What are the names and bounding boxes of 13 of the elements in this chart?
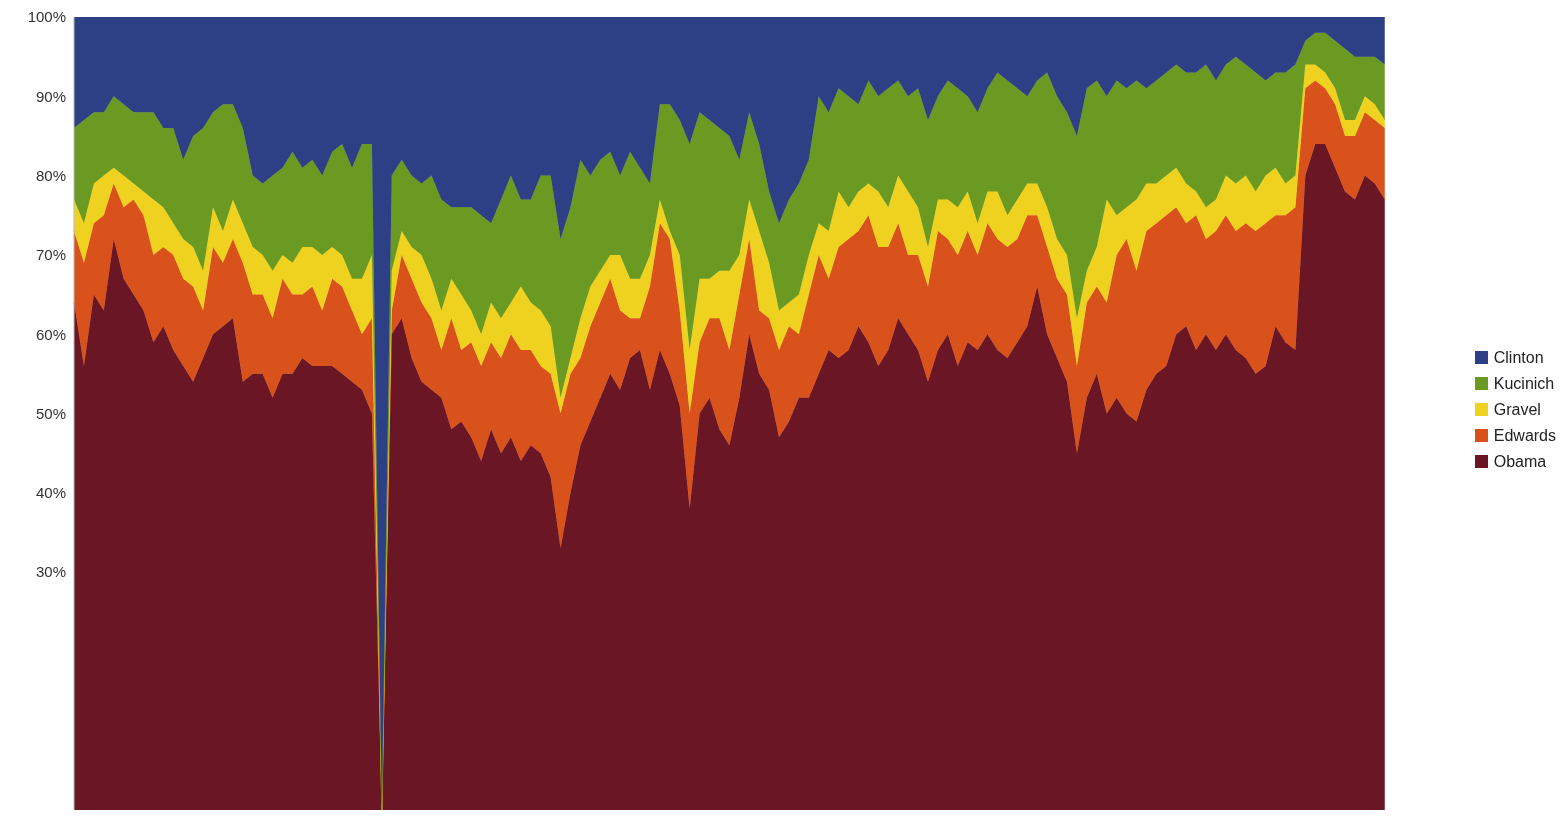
y-tick-label: 90% xyxy=(35,87,66,105)
y-tick-label: 30% xyxy=(35,563,66,581)
y-tick-label: 60% xyxy=(35,325,66,343)
y-tick-label: 80% xyxy=(35,166,66,184)
y-tick-label: 50% xyxy=(35,404,66,422)
y-tick-label: 40% xyxy=(35,484,66,502)
y-tick-label: 70% xyxy=(35,246,66,264)
legend-label: Gravel xyxy=(1493,400,1541,419)
legend-label: Clinton xyxy=(1493,348,1544,367)
y-tick-label: 100% xyxy=(27,8,66,26)
legend-label: Edwards xyxy=(1493,426,1556,445)
legend-label: Obama xyxy=(1493,452,1547,471)
legend-label: Kucinich xyxy=(1493,374,1555,393)
